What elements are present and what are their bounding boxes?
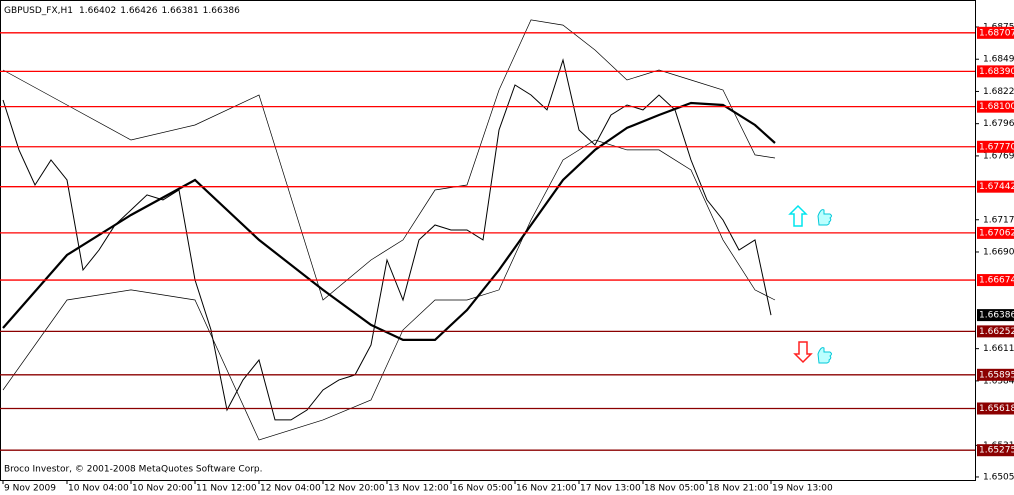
level-label-box bbox=[977, 274, 1014, 287]
x-tick-label: 19 Nov 13:00 bbox=[772, 484, 833, 494]
x-tick-label: 13 Nov 12:00 bbox=[388, 484, 449, 494]
y-tick-label: 1.65845 bbox=[983, 376, 1014, 386]
signal-up bbox=[788, 204, 832, 227]
y-tick-label: 1.68490 bbox=[983, 55, 1014, 65]
level-label: 1.67770 bbox=[979, 142, 1014, 152]
x-tick-label: 16 Nov 05:00 bbox=[452, 484, 513, 494]
header-symbol: GBPUSD_FX,H1 bbox=[4, 6, 73, 16]
header-open: 1.66402 bbox=[79, 6, 116, 16]
level-label-box bbox=[977, 100, 1014, 113]
level-label: 1.68390 bbox=[979, 67, 1014, 77]
level-label: 1.67442 bbox=[979, 182, 1014, 192]
level-label-box bbox=[977, 180, 1014, 193]
price-label: 1.66386 bbox=[979, 311, 1014, 321]
level-label: 1.65275 bbox=[979, 446, 1014, 456]
header-low: 1.66381 bbox=[161, 6, 198, 16]
header: GBPUSD_FX,H1 1.66402 1.66426 1.66381 1.66386 bbox=[4, 6, 240, 16]
y-tick-label: 1.65055 bbox=[983, 472, 1014, 482]
plot-frame bbox=[0, 0, 976, 481]
x-tick-label: 16 Nov 21:00 bbox=[516, 484, 577, 494]
y-tick-label: 1.66110 bbox=[983, 344, 1014, 354]
level-label-box bbox=[977, 325, 1014, 338]
level-label: 1.68707 bbox=[979, 28, 1014, 38]
y-tick-label: 1.67170 bbox=[983, 215, 1014, 225]
x-tick-label: 11 Nov 12:00 bbox=[196, 484, 257, 494]
header-close: 1.66386 bbox=[203, 6, 240, 16]
level-label-box bbox=[977, 140, 1014, 153]
y-tick-label: 1.66905 bbox=[983, 247, 1014, 257]
level-label-box bbox=[977, 65, 1014, 78]
level-label-box bbox=[977, 226, 1014, 239]
level-label: 1.67062 bbox=[979, 228, 1014, 238]
level-label-box bbox=[977, 26, 1014, 39]
y-tick-label: 1.68225 bbox=[983, 87, 1014, 97]
y-tick-label: 1.67960 bbox=[983, 119, 1014, 129]
x-tick-label: 17 Nov 13:00 bbox=[580, 484, 641, 494]
level-label-box bbox=[977, 368, 1014, 381]
x-tick-label: 9 Nov 2009 bbox=[4, 484, 56, 494]
line-upper bbox=[2, 19, 776, 301]
level-label: 1.65618 bbox=[979, 404, 1014, 414]
x-tick-label: 10 Nov 04:00 bbox=[68, 484, 129, 494]
line-lower bbox=[2, 139, 776, 441]
x-tick-label: 12 Nov 20:00 bbox=[324, 484, 385, 494]
level-label: 1.68100 bbox=[979, 102, 1014, 112]
x-tick-label: 18 Nov 05:00 bbox=[644, 484, 705, 494]
level-label-box bbox=[977, 444, 1014, 457]
signal-down bbox=[793, 341, 832, 364]
price-label-box bbox=[977, 309, 1014, 322]
level-label: 1.66252 bbox=[979, 327, 1014, 337]
x-tick-label: 18 Nov 21:00 bbox=[708, 484, 769, 494]
line-close bbox=[2, 58, 772, 421]
header-high: 1.66426 bbox=[120, 6, 157, 16]
line-ma bbox=[2, 101, 776, 341]
x-tick-label: 10 Nov 20:00 bbox=[132, 484, 193, 494]
y-tick-label: 1.67695 bbox=[983, 151, 1014, 161]
x-tick-label: 12 Nov 04:00 bbox=[260, 484, 321, 494]
level-label-box bbox=[977, 402, 1014, 415]
level-label: 1.65895 bbox=[979, 370, 1014, 380]
level-label: 1.66674 bbox=[979, 276, 1014, 286]
footer: Broco Investor, © 2001-2008 MetaQuotes S… bbox=[4, 465, 263, 475]
